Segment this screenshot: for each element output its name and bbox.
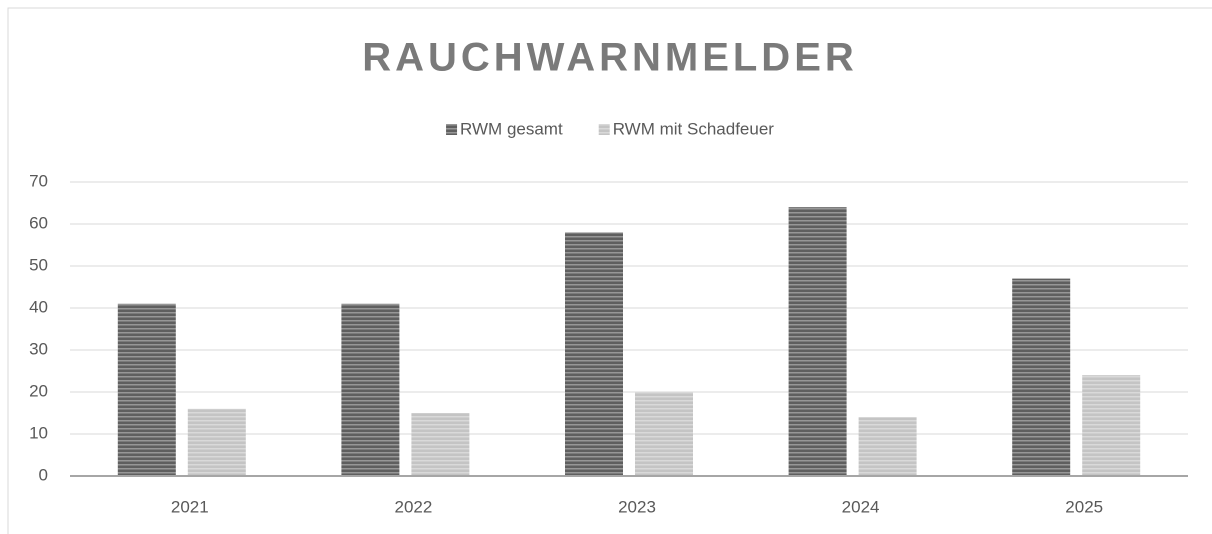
legend-swatch <box>446 124 458 135</box>
legend-swatch <box>598 124 610 135</box>
y-tick-label: 20 <box>29 381 48 400</box>
x-tick-label: 2021 <box>171 497 209 516</box>
bar <box>565 232 623 476</box>
chart-title: RAUCHWARNMELDER <box>362 36 858 80</box>
y-tick-label: 50 <box>29 255 48 274</box>
chart-frame <box>7 7 1212 534</box>
legend-label: RWM gesamt <box>460 119 563 138</box>
bar <box>635 392 693 476</box>
bar <box>1012 278 1071 476</box>
y-tick-label: 10 <box>29 423 48 442</box>
y-tick-label: 60 <box>29 213 48 232</box>
y-tick-label: 0 <box>39 465 48 484</box>
bar <box>341 303 400 476</box>
bar <box>1082 375 1141 476</box>
bar <box>858 417 917 476</box>
bar <box>788 207 847 476</box>
bar <box>117 303 176 476</box>
x-tick-label: 2022 <box>394 497 432 516</box>
y-tick-label: 70 <box>29 171 48 190</box>
x-tick-label: 2024 <box>842 497 880 516</box>
y-tick-label: 40 <box>29 297 48 316</box>
x-tick-label: 2025 <box>1065 497 1103 516</box>
y-tick-label: 30 <box>29 339 48 358</box>
bar <box>411 413 470 476</box>
x-tick-label: 2023 <box>618 497 656 516</box>
bar <box>187 408 246 476</box>
legend-label: RWM mit Schadfeuer <box>613 119 775 138</box>
